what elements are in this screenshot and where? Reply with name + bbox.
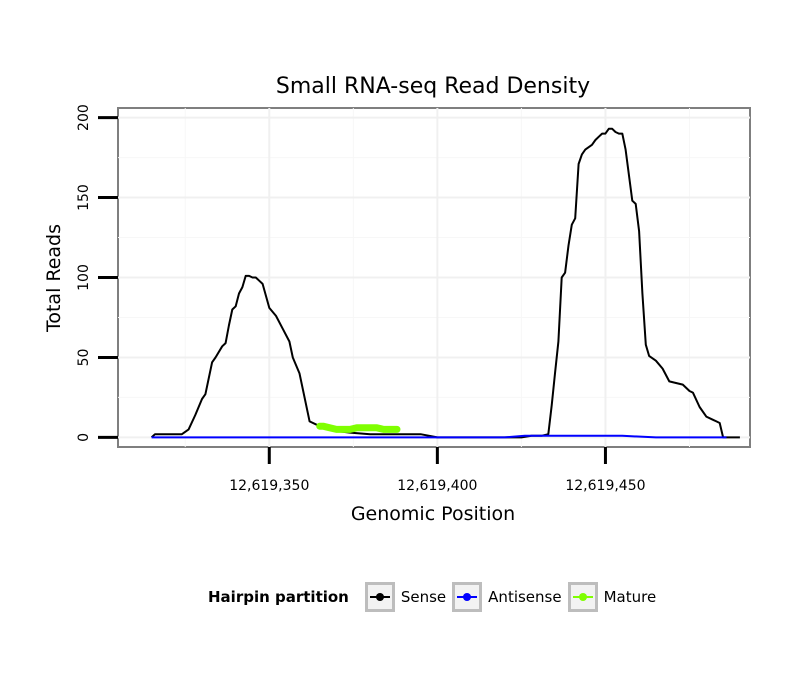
x-tick-label: 12,619,450 bbox=[565, 478, 645, 494]
legend-key-antisense bbox=[452, 582, 483, 612]
series-line-mature bbox=[316, 422, 401, 433]
y-tick-label: 100 bbox=[76, 264, 92, 291]
legend-item-mature: Mature bbox=[567, 582, 657, 612]
legend-title: Hairpin partition bbox=[208, 588, 349, 606]
legend-label-antisense: Antisense bbox=[488, 588, 562, 606]
series-lines bbox=[150, 127, 740, 439]
y-tick-label: 50 bbox=[76, 349, 92, 367]
gridlines bbox=[118, 108, 750, 447]
series-line-antisense bbox=[151, 434, 727, 439]
legend-item-sense: Sense bbox=[364, 582, 447, 612]
legend-key-mature bbox=[567, 582, 598, 612]
y-tick-label: 200 bbox=[76, 104, 92, 131]
x-tick-label: 12,619,350 bbox=[229, 478, 309, 494]
legend-label-sense: Sense bbox=[400, 588, 447, 606]
y-tick-label: 0 bbox=[76, 433, 92, 442]
y-axis-title: Total Reads bbox=[43, 224, 65, 333]
legend: Hairpin partition Sense Antisense Mature bbox=[208, 580, 662, 614]
chart-title: Small RNA-seq Read Density bbox=[276, 74, 590, 99]
axes: 0 50 100 150 200 12,619,350 12,619,400 12,619,4… bbox=[76, 104, 646, 494]
legend-label-mature: Mature bbox=[603, 588, 657, 606]
legend-key-sense bbox=[364, 582, 395, 612]
x-tick-label: 12,619,400 bbox=[397, 478, 477, 494]
x-axis-title: Genomic Position bbox=[351, 503, 515, 525]
legend-item-antisense: Antisense bbox=[452, 582, 562, 612]
y-tick-label: 150 bbox=[76, 184, 92, 211]
